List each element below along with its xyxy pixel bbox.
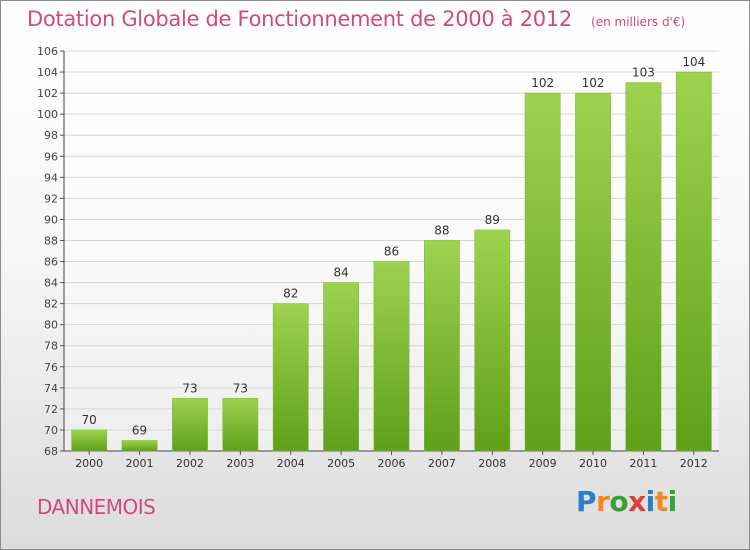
y-tick-label: 84 <box>44 277 58 290</box>
x-tick-label: 2002 <box>176 457 204 470</box>
data-label: 69 <box>132 423 147 437</box>
data-label: 88 <box>434 223 449 237</box>
y-tick-label: 100 <box>37 108 58 121</box>
logo-letter: x <box>628 485 646 518</box>
y-tick-label: 92 <box>44 192 58 205</box>
y-tick-label: 106 <box>37 45 58 58</box>
y-tick-label: 96 <box>44 150 58 163</box>
x-tick-label: 2012 <box>680 457 708 470</box>
logo-letter: P <box>576 485 597 518</box>
data-label: 73 <box>182 381 197 395</box>
y-tick-label: 78 <box>44 340 58 353</box>
logo-letter: i <box>667 485 678 518</box>
x-tick-label: 2009 <box>529 457 557 470</box>
bar <box>373 261 410 452</box>
bar <box>323 282 360 452</box>
logo-letter: o <box>609 485 629 518</box>
data-label: 104 <box>682 55 705 69</box>
y-tick-label: 88 <box>44 234 58 247</box>
y-tick-label: 82 <box>44 298 58 311</box>
data-label: 102 <box>582 76 605 90</box>
x-tick-label: 2005 <box>327 457 355 470</box>
data-label: 84 <box>333 266 348 280</box>
bar <box>172 398 208 452</box>
x-tick-label: 2008 <box>478 457 506 470</box>
chart-unit: (en milliers d'€) <box>591 15 686 29</box>
x-tick-label: 2004 <box>277 457 305 470</box>
x-tick-label: 2000 <box>75 457 103 470</box>
y-tick-label: 74 <box>44 382 58 395</box>
data-label: 103 <box>632 66 655 80</box>
data-label: 73 <box>233 381 248 395</box>
y-tick-label: 68 <box>44 445 58 458</box>
y-tick-label: 94 <box>44 171 58 184</box>
place-name: DANNEMOIS <box>37 495 156 519</box>
y-tick-label: 76 <box>44 361 58 374</box>
bar <box>71 429 108 452</box>
data-label: 82 <box>283 287 298 301</box>
y-tick-label: 86 <box>44 256 58 269</box>
x-tick-label: 2007 <box>428 457 456 470</box>
y-tick-label: 72 <box>44 403 58 416</box>
y-tick-label: 102 <box>37 87 58 100</box>
bar <box>675 71 712 452</box>
x-tick-label: 2006 <box>378 457 406 470</box>
y-tick-label: 70 <box>44 424 58 437</box>
proxiti-logo: Proxiti <box>576 485 677 518</box>
bar <box>272 303 309 452</box>
data-label: 89 <box>485 213 500 227</box>
x-tick-label: 2001 <box>126 457 154 470</box>
data-label: 86 <box>384 245 399 259</box>
logo-letter: i <box>645 485 656 518</box>
bar <box>575 92 611 452</box>
bar <box>121 440 158 452</box>
data-label: 70 <box>82 413 97 427</box>
x-tick-label: 2003 <box>226 457 254 470</box>
y-tick-label: 80 <box>44 319 58 332</box>
logo-letter: t <box>654 485 668 518</box>
x-tick-label: 2011 <box>629 457 657 470</box>
y-tick-label: 104 <box>37 66 58 79</box>
bar <box>424 240 460 452</box>
bar <box>474 229 511 452</box>
bar <box>222 398 259 452</box>
data-label: 102 <box>531 76 554 90</box>
chart-title: Dotation Globale de Fonctionnement de 20… <box>27 7 572 31</box>
bar <box>625 82 662 452</box>
y-tick-label: 98 <box>44 129 58 142</box>
logo-letter: r <box>596 485 610 518</box>
y-tick-label: 90 <box>44 213 58 226</box>
bar <box>524 92 561 452</box>
title-row: Dotation Globale de Fonctionnement de 20… <box>27 7 685 31</box>
x-tick-label: 2010 <box>579 457 607 470</box>
